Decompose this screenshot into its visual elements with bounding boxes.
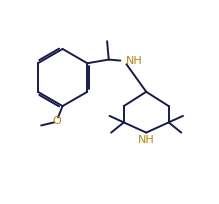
Text: NH: NH: [138, 135, 155, 145]
Text: NH: NH: [125, 55, 142, 66]
Text: O: O: [52, 116, 61, 126]
